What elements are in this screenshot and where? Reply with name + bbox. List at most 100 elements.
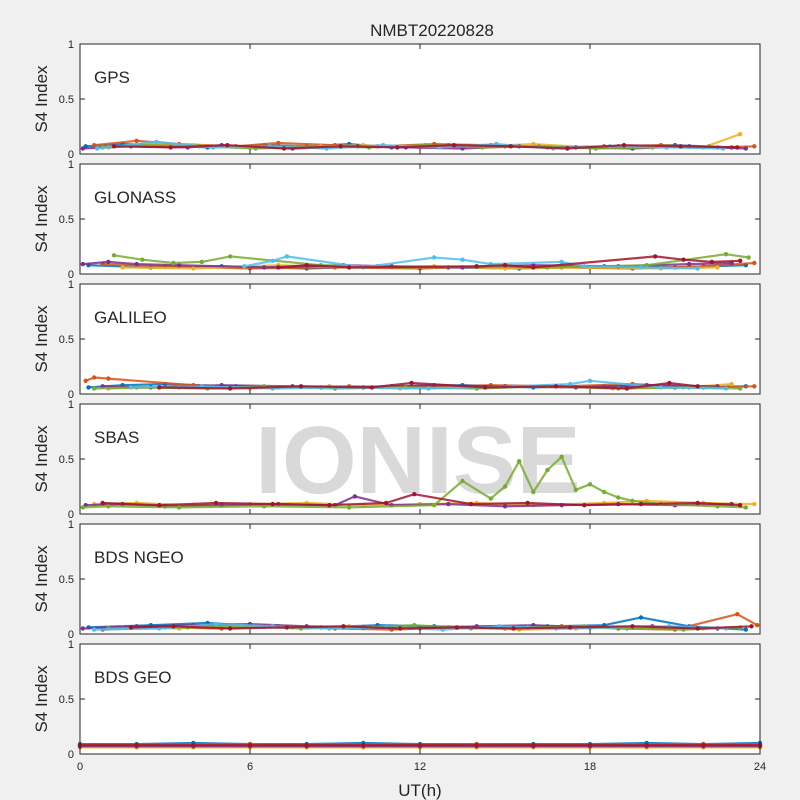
- data-point: [743, 146, 749, 151]
- data-point: [502, 484, 508, 489]
- data-point: [638, 265, 644, 270]
- panel-label: GPS: [94, 68, 130, 87]
- data-point: [723, 252, 729, 257]
- panel-label: BDS NGEO: [94, 548, 184, 567]
- data-point: [304, 743, 309, 748]
- data-point: [91, 375, 97, 380]
- data-point: [91, 627, 97, 632]
- data-point: [395, 145, 400, 150]
- data-point: [752, 144, 757, 149]
- data-point: [397, 626, 403, 631]
- data-point: [502, 504, 508, 509]
- data-point: [567, 381, 573, 387]
- data-point: [298, 384, 304, 389]
- plot-area: [80, 284, 760, 394]
- series-6-trace: [278, 255, 741, 269]
- data-point: [525, 500, 530, 506]
- data-point: [681, 257, 686, 262]
- data-point: [678, 144, 683, 149]
- data-point: [80, 626, 86, 631]
- panel-galileo: 0 0.5 1 GALILEO S4 Index: [32, 279, 761, 401]
- data-point: [304, 263, 309, 268]
- data-point: [624, 386, 630, 391]
- data-point: [502, 263, 508, 268]
- series-6-trace: [130, 625, 752, 630]
- data-point: [276, 265, 281, 270]
- data-point: [134, 261, 139, 267]
- y-axis-label: S4 Index: [32, 305, 51, 373]
- data-point: [276, 140, 281, 146]
- data-point: [225, 143, 230, 148]
- figure-title: NMBT20220828: [370, 21, 494, 40]
- data-point: [284, 254, 290, 259]
- data-point: [352, 494, 358, 499]
- plot-area: [80, 644, 760, 754]
- data-point: [100, 500, 105, 506]
- y-tick-label: 1: [68, 639, 74, 651]
- data-point: [474, 743, 479, 748]
- data-point: [346, 265, 352, 270]
- panel-label: GLONASS: [94, 188, 176, 207]
- y-tick-label: 0: [68, 509, 74, 521]
- data-point: [752, 501, 757, 507]
- data-point: [94, 146, 100, 151]
- data-point: [417, 743, 423, 748]
- x-tick-label: 18: [584, 761, 596, 773]
- panel-bds-ngeo: 0 0.5 1 BDS NGEO S4 Index: [32, 519, 761, 641]
- data-point: [545, 467, 550, 473]
- data-point: [695, 500, 700, 506]
- data-point: [431, 503, 437, 508]
- data-point: [582, 503, 587, 508]
- panel-bds-geo: 0 0.5 1 0 6 12 18 24 BDS GEO S4 Index: [32, 639, 766, 773]
- data-point: [451, 143, 457, 148]
- plot-area: [80, 44, 760, 154]
- y-tick-label: 0: [68, 389, 74, 401]
- data-point: [91, 143, 97, 148]
- x-tick-label: 6: [247, 761, 253, 773]
- data-point: [227, 386, 233, 391]
- data-point: [213, 500, 219, 506]
- data-point: [749, 624, 754, 629]
- y-tick-label: 1: [68, 279, 74, 291]
- data-point: [638, 615, 644, 620]
- data-point: [737, 386, 743, 391]
- data-point: [582, 264, 587, 269]
- data-point: [553, 384, 559, 389]
- data-point: [454, 625, 460, 630]
- data-point: [341, 624, 346, 629]
- data-point: [270, 501, 275, 507]
- data-point: [531, 265, 536, 270]
- data-point: [91, 386, 97, 391]
- y-axis-label: S4 Index: [32, 425, 51, 493]
- panel-sbas: IONISE 0 0.5 1 SBAS S4 Index: [32, 399, 761, 521]
- data-point: [83, 378, 88, 383]
- watermark: IONISE: [255, 407, 580, 514]
- data-point: [120, 265, 125, 270]
- y-axis-label: S4 Index: [32, 185, 51, 253]
- data-point: [531, 489, 536, 495]
- data-point: [474, 264, 479, 269]
- data-point: [383, 500, 389, 506]
- data-point: [601, 489, 607, 495]
- series-6-trace: [159, 381, 698, 390]
- data-point: [752, 384, 757, 389]
- data-point: [80, 505, 86, 510]
- data-point: [695, 626, 700, 631]
- data-point: [227, 254, 233, 259]
- y-axis-label: S4 Index: [32, 65, 51, 133]
- y-tick-label: 0: [68, 629, 74, 641]
- data-point: [638, 501, 644, 507]
- data-point: [199, 259, 205, 265]
- data-point: [559, 259, 564, 265]
- data-point: [715, 504, 720, 509]
- panels-group: 0 0.5 1 GPS S4 Index 0 0.5 1 GLONASS S4 Index 0 0.5…: [32, 39, 766, 773]
- data-point: [106, 259, 111, 265]
- data-point: [743, 505, 749, 510]
- data-point: [426, 386, 431, 391]
- data-point: [412, 623, 417, 628]
- y-axis-label: S4 Index: [32, 665, 51, 733]
- data-point: [573, 487, 579, 492]
- data-point: [587, 378, 593, 383]
- data-point: [270, 258, 275, 263]
- y-tick-label: 0.5: [59, 94, 74, 106]
